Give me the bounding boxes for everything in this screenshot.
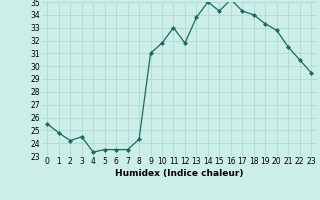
X-axis label: Humidex (Indice chaleur): Humidex (Indice chaleur) (115, 169, 244, 178)
